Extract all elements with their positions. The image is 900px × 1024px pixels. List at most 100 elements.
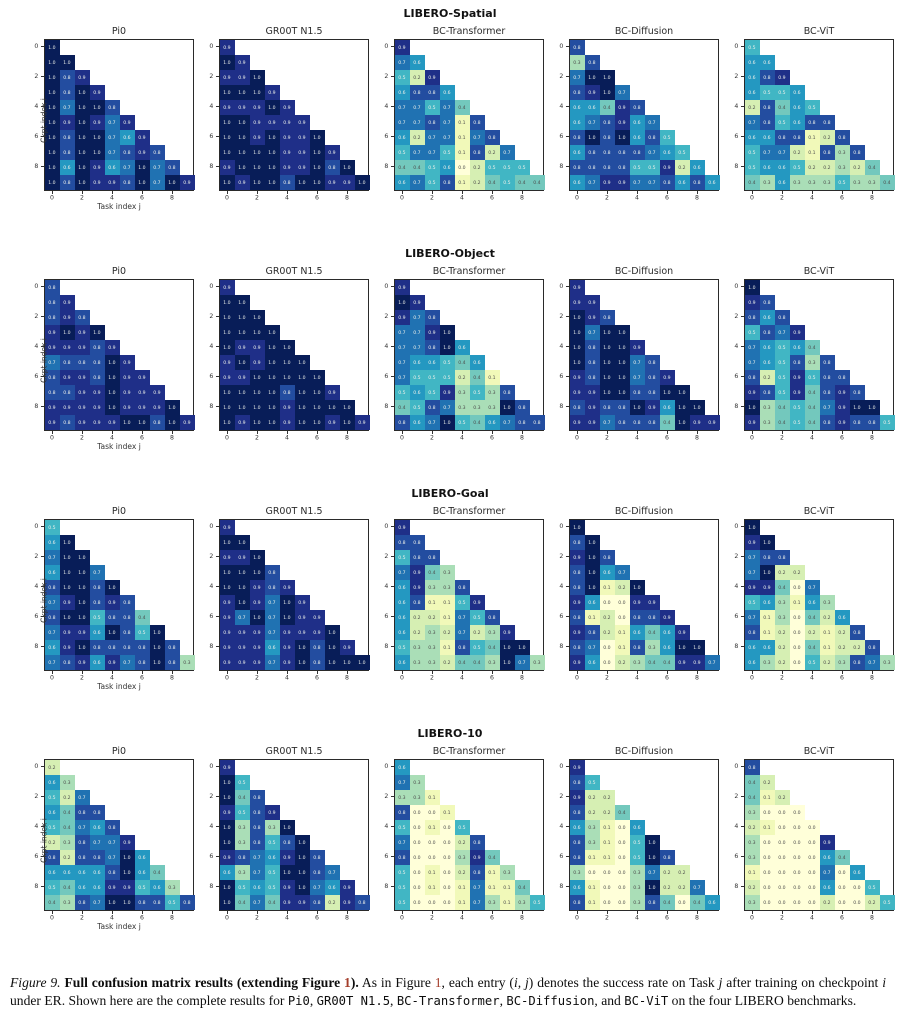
cell-value: 0.8	[618, 404, 626, 410]
heatmap-cell: 0.0	[409, 805, 425, 820]
heatmap-cell: 0.6	[569, 820, 585, 835]
y-tick-label: 4	[734, 822, 739, 830]
cell-value: 0.1	[763, 614, 771, 620]
cell-value: 0.9	[413, 299, 421, 305]
figure-reference-link[interactable]: 1	[344, 975, 351, 990]
x-tick-label: 4	[809, 434, 814, 442]
heatmap-plot: 1.0 0.9 1.0 0.7 0.8 0.8 0.7 1.0 0.2 0.2 0.9 0.9 0.4 0…	[743, 519, 895, 671]
cell-value: 0.2	[63, 854, 71, 860]
heatmap-cell: 0.8	[104, 100, 120, 115]
heatmap-cell: 1.0	[74, 160, 90, 175]
heatmap-cell: 0.3	[849, 175, 865, 190]
cell-value: 0.7	[398, 839, 406, 845]
cell-value: 0.3	[183, 659, 191, 665]
heatmap-cell: 0.2	[44, 835, 60, 850]
y-tick-label: 2	[34, 312, 39, 320]
cell-value: 0.8	[573, 569, 581, 575]
heatmap-cell: 0.7	[614, 565, 630, 580]
x-tick-mark	[286, 911, 288, 914]
heatmap-cell: 0.9	[279, 130, 295, 145]
heatmap-cell: 0.9	[279, 625, 295, 640]
cell-value: 1.0	[48, 164, 56, 170]
heatmap-cell: 0.8	[569, 895, 585, 910]
heatmap-cell: 0.8	[569, 40, 585, 55]
cell-value: 0.9	[108, 344, 116, 350]
cell-value: 1.0	[78, 584, 86, 590]
cell-value: 0.9	[223, 374, 231, 380]
cell-value: 1.0	[238, 569, 246, 575]
heatmap-panel-bc-vit: BC-ViT 0 2 4 6 8 0.8 0.4 0.2 0.4 0.1 0.2 0.3 0.0 0.0 0.…	[728, 745, 895, 935]
heatmap-cell: 1.0	[219, 115, 235, 130]
heatmap-cell: 0.7	[744, 565, 760, 580]
cell-value: 0.9	[138, 404, 146, 410]
heatmap-cell: 0.9	[279, 160, 295, 175]
cell-value: 1.0	[93, 104, 101, 110]
x-tick-mark	[696, 431, 698, 434]
heatmap-plot: 0.9 1.0 0.5 1.0 0.4 0.8 0.9 0.5 0.8 0.9 1.0 0.3 0.8 0…	[218, 759, 370, 911]
heatmap-cell: 0.4	[659, 415, 675, 430]
cell-value: 0.4	[748, 794, 756, 800]
heatmap-cell: 0.2	[774, 790, 790, 805]
heatmap-cell: 0.0	[454, 160, 470, 175]
heatmap-cell: 0.9	[134, 385, 150, 400]
section-title: LIBERO-Object	[405, 247, 495, 260]
cell-value: 0.4	[63, 809, 71, 815]
heatmap-cell: 0.3	[629, 880, 645, 895]
cell-value: 0.6	[48, 569, 56, 575]
heatmap-cell: 0.9	[249, 340, 265, 355]
heatmap-cell: 0.1	[599, 835, 615, 850]
heatmap-cell: 0.8	[484, 130, 500, 145]
cell-value: 0.8	[618, 419, 626, 425]
heatmap-cell: 0.6	[659, 400, 675, 415]
heatmap-cell: 1.0	[249, 565, 265, 580]
heatmap-cell: 0.4	[514, 880, 530, 895]
heatmap-cell: 1.0	[119, 865, 135, 880]
heatmap-cell: 0.6	[759, 55, 775, 70]
heatmap-cell: 0.5	[394, 895, 410, 910]
cell-value: 0.3	[633, 659, 641, 665]
y-tick-mark	[215, 376, 219, 377]
heatmap-cell: 0.8	[569, 610, 585, 625]
cell-value: 0.8	[763, 104, 771, 110]
plot-body: 0 2 4 6 8 1.0 0.8 1.0 0.9 1.0 0.8 0.8 1.0 0.6 0.7 0.8 1.…	[553, 519, 720, 671]
figure-reference-link[interactable]: 1	[434, 975, 442, 990]
heatmap-cell: 0.3	[59, 775, 75, 790]
heatmap-cell: 0.9	[234, 340, 250, 355]
cell-value: 0.2	[413, 74, 421, 80]
y-tick-label: 2	[734, 792, 739, 800]
x-tick-label: 0	[49, 674, 54, 682]
heatmap-cell: 0.9	[644, 595, 660, 610]
cell-value: 0.9	[588, 299, 596, 305]
cell-value: 0.8	[648, 899, 656, 905]
cell-value: 0.0	[763, 899, 771, 905]
heatmap-cell: 1.0	[59, 325, 75, 340]
heatmap-cell: 0.1	[614, 640, 630, 655]
cell-value: 0.1	[603, 584, 611, 590]
cell-value: 0.7	[763, 149, 771, 155]
heatmap-cell: 0.8	[614, 400, 630, 415]
heatmap-cell: 1.0	[219, 775, 235, 790]
heatmap-cell: 0.4	[804, 385, 820, 400]
cell-value: 0.9	[693, 659, 701, 665]
cell-value: 0.2	[458, 374, 466, 380]
cell-value: 0.9	[573, 599, 581, 605]
heatmap-cell: 0.3	[264, 820, 280, 835]
cell-value: 0.5	[443, 359, 451, 365]
cell-value: 1.0	[78, 614, 86, 620]
heatmap-cell: 1.0	[219, 55, 235, 70]
x-tick-label: 6	[839, 914, 844, 922]
cell-value: 0.7	[48, 554, 56, 560]
heatmap-cell: 0.9	[569, 760, 585, 775]
heatmap-cell: 0.9	[424, 70, 440, 85]
panel-title: BC-ViT	[803, 746, 835, 757]
cell-value: 0.7	[603, 419, 611, 425]
heatmap-cell: 0.2	[819, 130, 835, 145]
y-tick-label: 4	[209, 342, 214, 350]
heatmap-cell: 0.8	[394, 850, 410, 865]
heatmap-cell: 0.7	[439, 100, 455, 115]
heatmap-cell: 0.7	[499, 145, 515, 160]
